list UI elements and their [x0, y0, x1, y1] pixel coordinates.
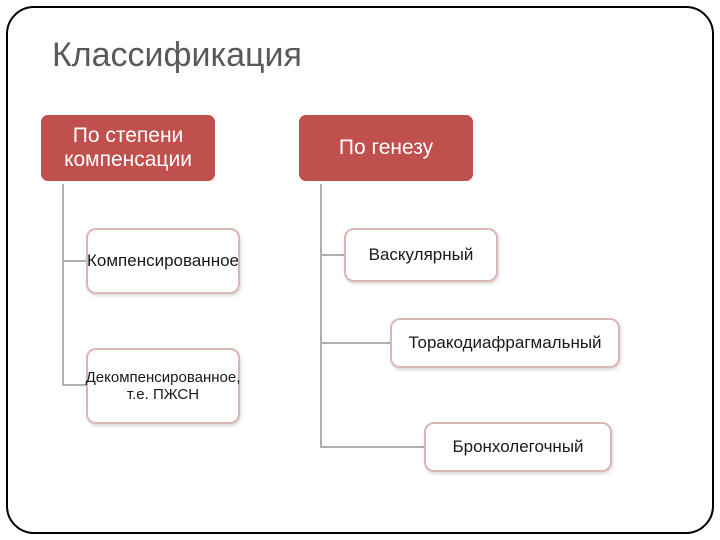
- node-label: По генезу: [339, 136, 433, 160]
- connector: [62, 260, 86, 262]
- node-label: Компенсированное: [87, 251, 239, 271]
- node-label: Торакодиафрагмальный: [408, 333, 601, 353]
- connector: [320, 184, 322, 446]
- connector: [320, 446, 424, 448]
- node-label: По степени компенсации: [41, 124, 215, 172]
- node-child-compensated: Компенсированное: [86, 228, 240, 294]
- node-child-broncho: Бронхолегочный: [424, 422, 612, 472]
- page-title: Классификация: [52, 36, 302, 75]
- node-primary-compensation: По степени компенсации: [38, 112, 218, 184]
- node-child-decompensated: Декомпенсированное, т.е. ПЖСН: [86, 348, 240, 424]
- connector: [62, 184, 64, 384]
- connector: [320, 342, 390, 344]
- node-primary-genesis: По генезу: [296, 112, 476, 184]
- node-label: Васкулярный: [369, 245, 474, 265]
- node-label: Декомпенсированное, т.е. ПЖСН: [86, 369, 241, 404]
- connector: [320, 254, 344, 256]
- connector: [62, 384, 86, 386]
- node-child-vascular: Васкулярный: [344, 228, 498, 282]
- node-label: Бронхолегочный: [452, 437, 583, 457]
- node-child-thoraco: Торакодиафрагмальный: [390, 318, 620, 368]
